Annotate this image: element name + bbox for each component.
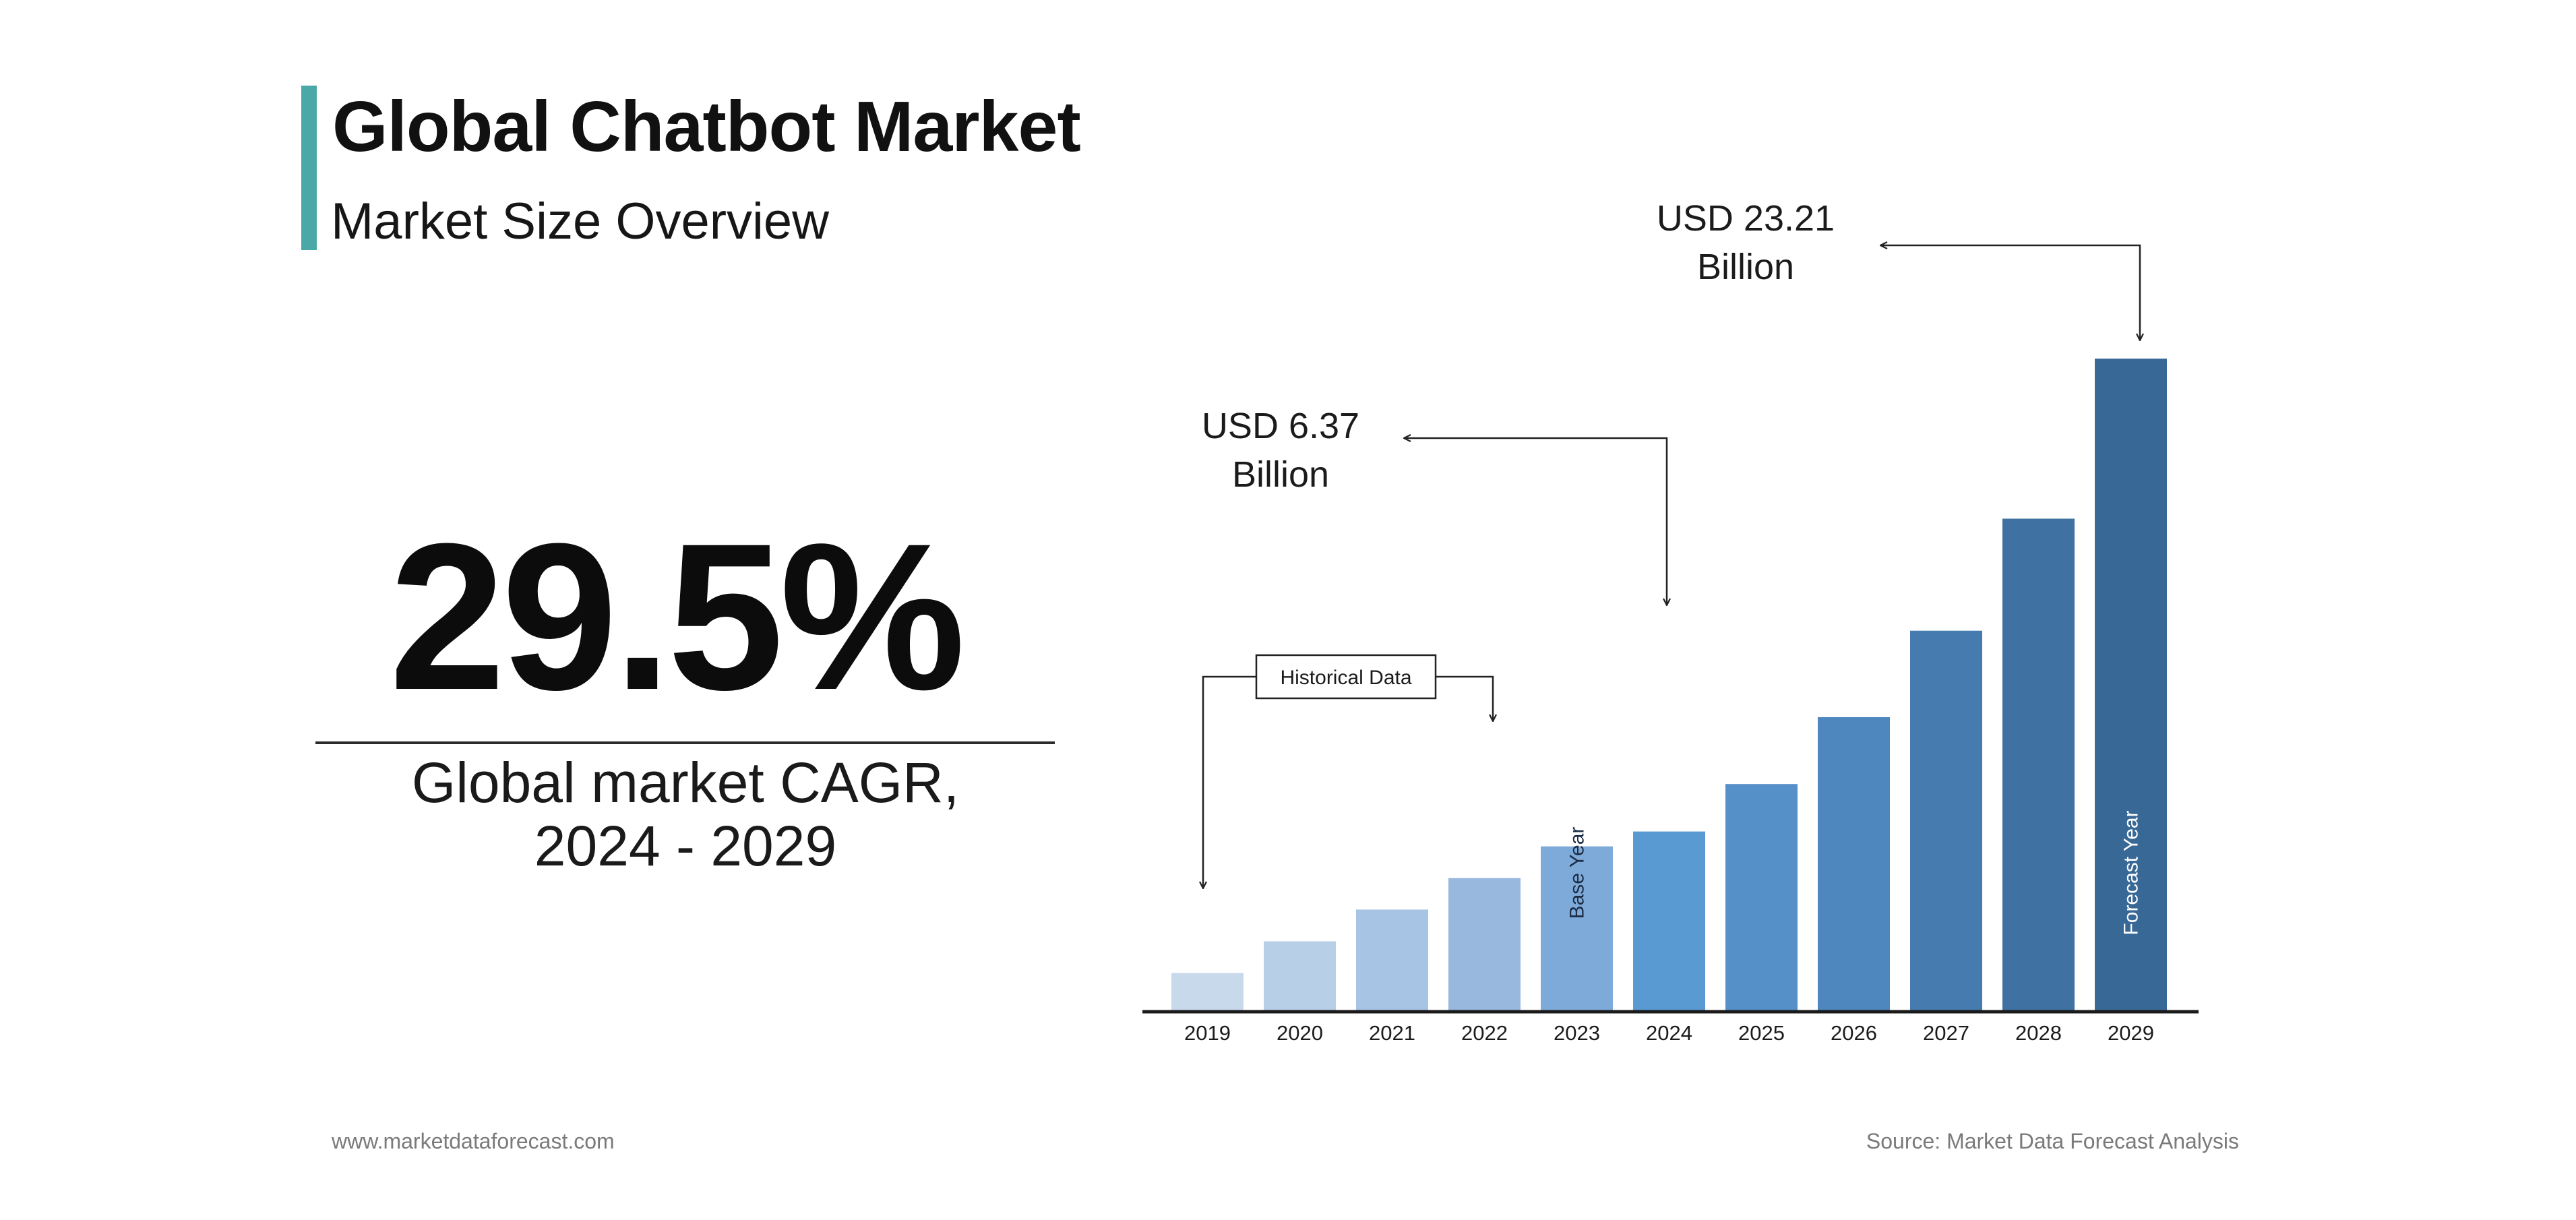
bar-2029 xyxy=(2095,359,2167,1010)
x-tick-label-2021: 2021 xyxy=(1369,1021,1415,1045)
x-tick-label-2023: 2023 xyxy=(1554,1021,1600,1045)
x-tick-label-2024: 2024 xyxy=(1646,1021,1692,1045)
bar-group xyxy=(1171,359,2167,1010)
bar-2028 xyxy=(2002,518,2075,1010)
cagr-label-line2: 2024 - 2029 xyxy=(534,814,837,878)
page-subtitle: Market Size Overview xyxy=(331,193,830,250)
callout-2024-line1: USD 6.37 xyxy=(1202,406,1359,446)
page-title: Global Chatbot Market xyxy=(332,87,1081,166)
footer-website: www.marketdataforecast.com xyxy=(332,1129,615,1153)
bar-2023 xyxy=(1541,846,1613,1010)
callout-2029-line2: Billion xyxy=(1697,247,1794,287)
bar-2025 xyxy=(1725,784,1798,1010)
historical-data-arrow xyxy=(1203,675,1256,888)
historical-data-label: Historical Data xyxy=(1280,667,1411,689)
x-tick-label-2027: 2027 xyxy=(1923,1021,1969,1045)
callout-2024-line2: Billion xyxy=(1232,454,1329,495)
bar-2026 xyxy=(1818,717,1890,1010)
x-tick-label-2029: 2029 xyxy=(2108,1021,2154,1045)
cagr-divider xyxy=(315,741,1055,744)
cagr-value: 29.5% xyxy=(389,499,966,733)
bar-2027 xyxy=(1910,630,1982,1010)
bar-2021 xyxy=(1356,909,1428,1010)
x-tick-label-2028: 2028 xyxy=(2015,1021,2062,1045)
x-tick-label-2022: 2022 xyxy=(1461,1021,1508,1045)
base-year-label: Base Year xyxy=(1566,827,1589,919)
footer-source: Source: Market Data Forecast Analysis xyxy=(1866,1129,2239,1153)
bar-2022 xyxy=(1448,878,1521,1010)
x-tick-label-2019: 2019 xyxy=(1184,1021,1231,1045)
bar-2019 xyxy=(1171,973,1244,1010)
x-tick-labels: 2019 2020 2021 2022 2023 2024 2025 2026 2027 2028… xyxy=(1184,1021,2154,1045)
callout-2029-line1: USD 23.21 xyxy=(1657,198,1835,239)
bar-2020 xyxy=(1264,941,1336,1010)
forecast-year-label: Forecast Year xyxy=(2120,810,2143,935)
callout-2024-arrow xyxy=(1404,438,1667,605)
x-tick-label-2026: 2026 xyxy=(1831,1021,1877,1045)
callout-2029-arrow xyxy=(1880,245,2140,340)
x-tick-label-2025: 2025 xyxy=(1738,1021,1785,1045)
cagr-label-line1: Global market CAGR, xyxy=(411,751,960,814)
historical-data-arrow-right xyxy=(1436,675,1493,721)
historical-data-box xyxy=(1255,654,1437,700)
bar-2024 xyxy=(1633,831,1705,1010)
x-tick-label-2020: 2020 xyxy=(1277,1021,1323,1045)
cagr-label: Global market CAGR, 2024 - 2029 xyxy=(318,751,1053,878)
title-accent-bar xyxy=(301,86,317,250)
